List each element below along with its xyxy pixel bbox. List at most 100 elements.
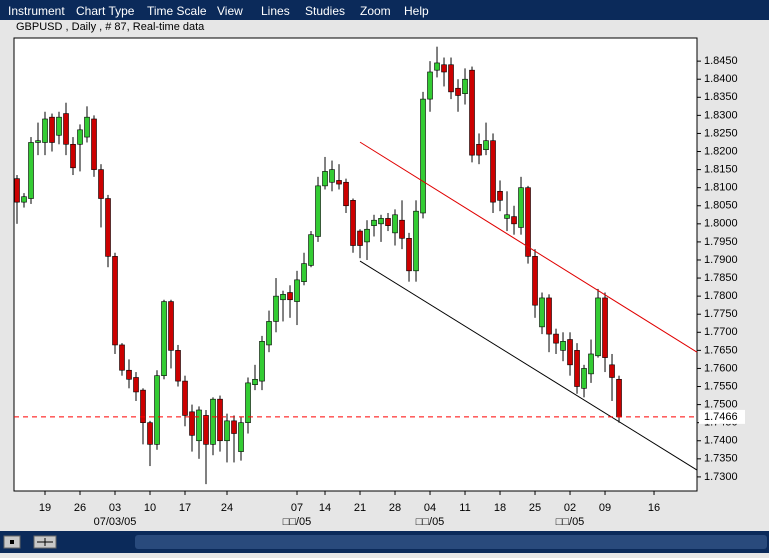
candle-body [588,353,594,375]
candle-body [546,297,552,335]
candle-body [616,378,622,418]
candle-body [322,171,328,187]
x-tick-label: 19 [39,502,51,514]
y-tick-label: 1.8150 [704,164,738,176]
trend-line [359,141,698,353]
status-controls [3,535,767,549]
candle-body [441,64,447,73]
candle-body [413,210,419,272]
y-tick-label: 1.8000 [704,218,738,230]
menu-item[interactable]: Lines [261,4,290,18]
x-sublabel: □□/05 [283,516,312,528]
candle-body [567,339,573,366]
menu-item[interactable]: Studies [305,4,346,18]
trend-line [359,260,698,471]
x-tick-label: 02 [564,502,576,514]
candle-body [280,294,286,301]
x-tick-label: 09 [599,502,611,514]
plot-area [13,37,698,492]
candle-body [49,116,55,143]
menu-item[interactable]: Zoom [360,4,391,18]
y-tick-label: 1.8400 [704,73,738,85]
candle-body [14,178,20,203]
candle-body [77,129,83,145]
y-tick-label: 1.8350 [704,91,738,103]
x-tick-label: 24 [221,502,233,514]
candle-body [574,350,580,387]
menu-item[interactable]: Help [404,4,429,18]
y-tick-label: 1.7550 [704,380,738,392]
x-tick-label: 25 [529,502,541,514]
scrollbar[interactable] [135,535,767,549]
candle-body [245,382,251,423]
chart-title: GBPUSD , Daily , # 87, Real-time data [16,21,205,33]
x-tick-label: 18 [494,502,506,514]
candle-body [98,169,104,199]
candle-body [28,142,34,199]
candle-body [196,409,202,442]
x-tick-label: 11 [459,502,470,514]
candle-body [252,378,258,386]
candle-body [273,295,279,322]
y-tick-label: 1.7700 [704,326,738,338]
y-tick-label: 1.7600 [704,362,738,374]
candle-body [231,420,237,434]
candle-body [140,389,146,423]
y-tick-label: 1.7900 [704,254,738,266]
menu-bar: Instrument Chart Type Time Scale View Lines S… [0,0,769,20]
y-tick-label: 1.8050 [704,200,738,212]
y-tick-label: 1.7350 [704,453,738,465]
status-bar [0,531,769,553]
candle-body [609,364,615,378]
candle-body [371,219,377,226]
candle-body [497,190,503,201]
chart: GBPUSD , Daily , # 87, Real-time data 1.… [13,21,745,528]
x-tick-label: 21 [354,502,366,514]
candle-body [133,377,139,393]
x-tick-label: 07 [291,502,303,514]
candle-body [56,116,62,136]
menu-item[interactable]: View [217,4,243,18]
candle-body [539,297,545,328]
menu-item[interactable]: Time Scale [147,4,207,18]
candle-body [434,62,440,71]
candle-body [308,234,314,266]
menu-item[interactable]: Instrument [8,4,65,18]
candle-body [294,279,300,302]
candle-body [112,256,118,346]
x-sublabel: 07/03/05 [94,516,137,528]
candle-body [406,237,412,272]
candle-body [518,187,524,228]
candle-body [189,411,195,436]
candle-body [84,116,90,138]
candle-body [175,350,181,382]
candle-body [364,228,370,243]
menu-item[interactable]: Chart Type [76,4,135,18]
candle-body [336,180,342,185]
candle-body [210,398,216,445]
candle-body [553,333,559,344]
candle-body [224,420,230,442]
x-tick-label: 28 [389,502,401,514]
candle-body [343,181,349,207]
last-price-label: 1.7466 [704,411,738,423]
y-tick-label: 1.8100 [704,182,738,194]
candle-body [182,380,188,416]
candle-body [581,368,587,389]
candle-body [532,256,538,306]
last-price-box [699,409,745,424]
candle-body [329,169,335,183]
candle-body [476,143,482,156]
y-tick-label: 1.7500 [704,399,738,411]
candle-body [119,344,125,371]
candle-body [385,218,391,226]
y-tick-label: 1.8450 [704,55,738,67]
y-tick-label: 1.8250 [704,127,738,139]
x-tick-label: 04 [424,502,436,514]
candle-body [448,64,454,93]
y-tick-label: 1.7650 [704,344,738,356]
candle-body [483,140,489,151]
candle-body [161,301,167,376]
candle-body [504,214,510,219]
x-sublabel: □□/05 [556,516,585,528]
